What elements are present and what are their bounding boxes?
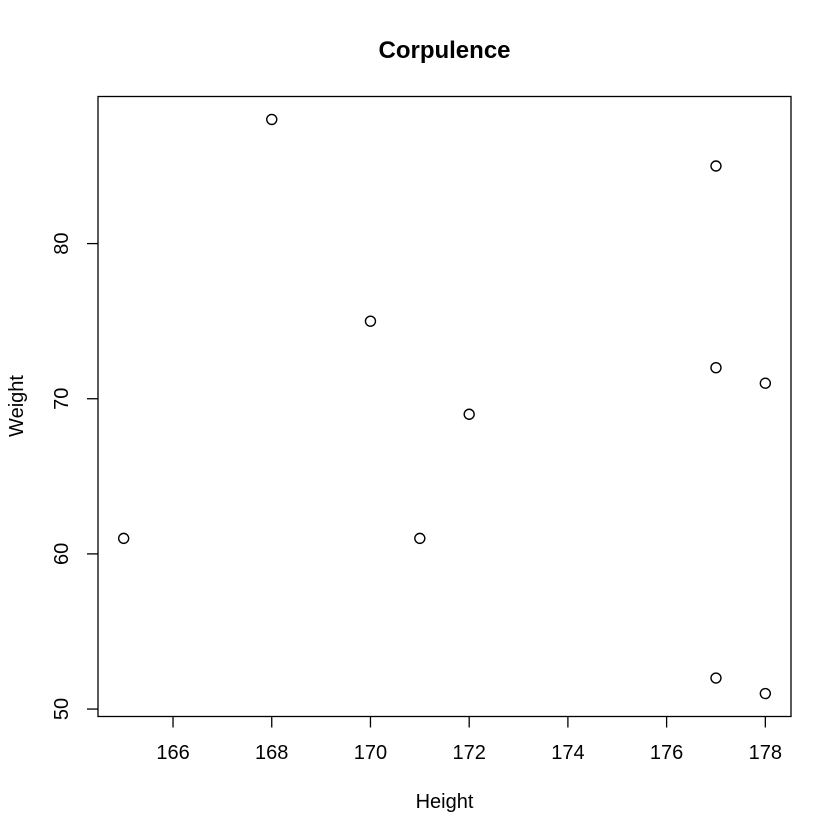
- y-tick-label: 70: [51, 388, 73, 410]
- x-axis: 166 168 170 172 174 176 178: [156, 716, 782, 764]
- data-point: [710, 362, 722, 374]
- data-point: [414, 532, 426, 545]
- chart-title: Corpulence: [378, 37, 510, 64]
- data-point: [710, 160, 722, 172]
- x-tick-label: 178: [749, 742, 782, 764]
- data-point: [463, 408, 475, 420]
- x-tick-label: 176: [650, 742, 683, 764]
- x-tick-label: 174: [551, 742, 584, 764]
- data-point: [759, 687, 772, 700]
- y-tick-label: 60: [51, 543, 73, 565]
- data-point: [759, 377, 772, 389]
- data-point: [364, 315, 377, 327]
- y-axis-label: Weight: [6, 375, 28, 437]
- x-tick-label: 170: [354, 742, 387, 764]
- y-axis: 50 60 70 80: [51, 232, 98, 720]
- data-points-layer: [117, 113, 772, 700]
- x-tick-label: 166: [156, 742, 189, 764]
- data-point: [266, 113, 278, 126]
- x-axis-label: Height: [416, 791, 474, 813]
- plot-box: [97, 95, 792, 718]
- data-point: [117, 532, 130, 545]
- data-point: [710, 672, 722, 684]
- y-tick-label: 50: [51, 698, 73, 720]
- x-tick-label: 172: [452, 742, 485, 764]
- y-tick-label: 80: [51, 232, 73, 254]
- x-tick-label: 168: [255, 742, 288, 764]
